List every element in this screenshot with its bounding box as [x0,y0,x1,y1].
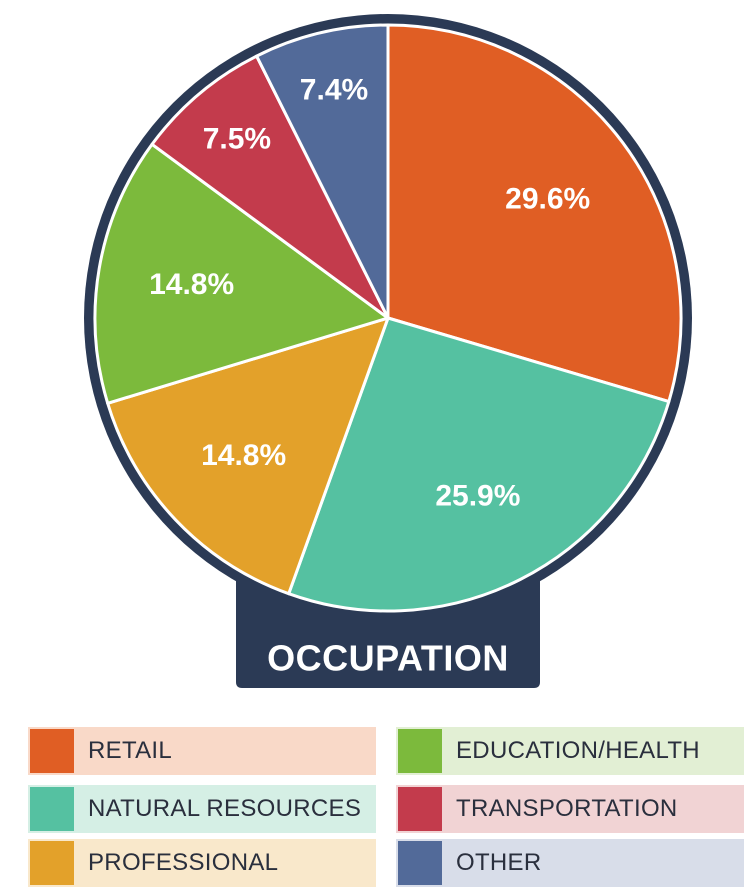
slice-data-label: 25.9% [435,479,520,512]
legend-swatch [30,729,74,773]
slice-data-label: 14.8% [149,268,234,301]
pie-slice-transportation [150,54,390,320]
legend-label: EDUCATION/HEALTH [456,737,700,764]
legend-item: OTHER [396,839,744,887]
slice-labels: 29.6% 25.9% 14.8% 14.8% 7.5% 7.4% [149,73,590,512]
legend-swatch [30,787,74,831]
slice-data-label: 14.8% [201,439,286,472]
legend-item: EDUCATION/HEALTH [396,727,744,775]
legend-swatch [30,841,74,885]
legend-item: RETAIL [28,727,376,775]
legend-label: TRANSPORTATION [456,795,678,822]
pie-slice-education-health [93,142,390,405]
pie-chart: 29.6% 25.9% 14.8% 14.8% 7.5% 7.4% OCCUPATION [84,14,692,688]
legend-label: PROFESSIONAL [88,849,279,876]
pie-slice-other [255,23,390,320]
legend-item: TRANSPORTATION [396,785,744,833]
pie-slice-retail [386,23,683,404]
pie-slices [93,23,683,613]
legend-swatch [398,787,442,831]
pie-chart-svg: 29.6% 25.9% 14.8% 14.8% 7.5% 7.4% OCCUPATION [84,14,692,688]
chart-title: OCCUPATION [267,638,509,679]
legend-swatch [398,729,442,773]
legend-label: OTHER [456,849,542,876]
slice-data-label: 29.6% [505,182,590,215]
pie-slice-natural-resources [287,316,671,613]
legend-label: RETAIL [88,737,173,764]
pie-slice-professional [106,316,390,596]
legend-swatch [398,841,442,885]
legend-item: NATURAL RESOURCES [28,785,376,833]
slice-data-label: 7.5% [203,122,271,155]
legend-label: NATURAL RESOURCES [88,795,362,822]
legend-item: PROFESSIONAL [28,839,376,887]
legend: RETAIL EDUCATION/HEALTH NATURAL RESOURCES T… [0,727,744,891]
slice-data-label: 7.4% [300,73,368,106]
